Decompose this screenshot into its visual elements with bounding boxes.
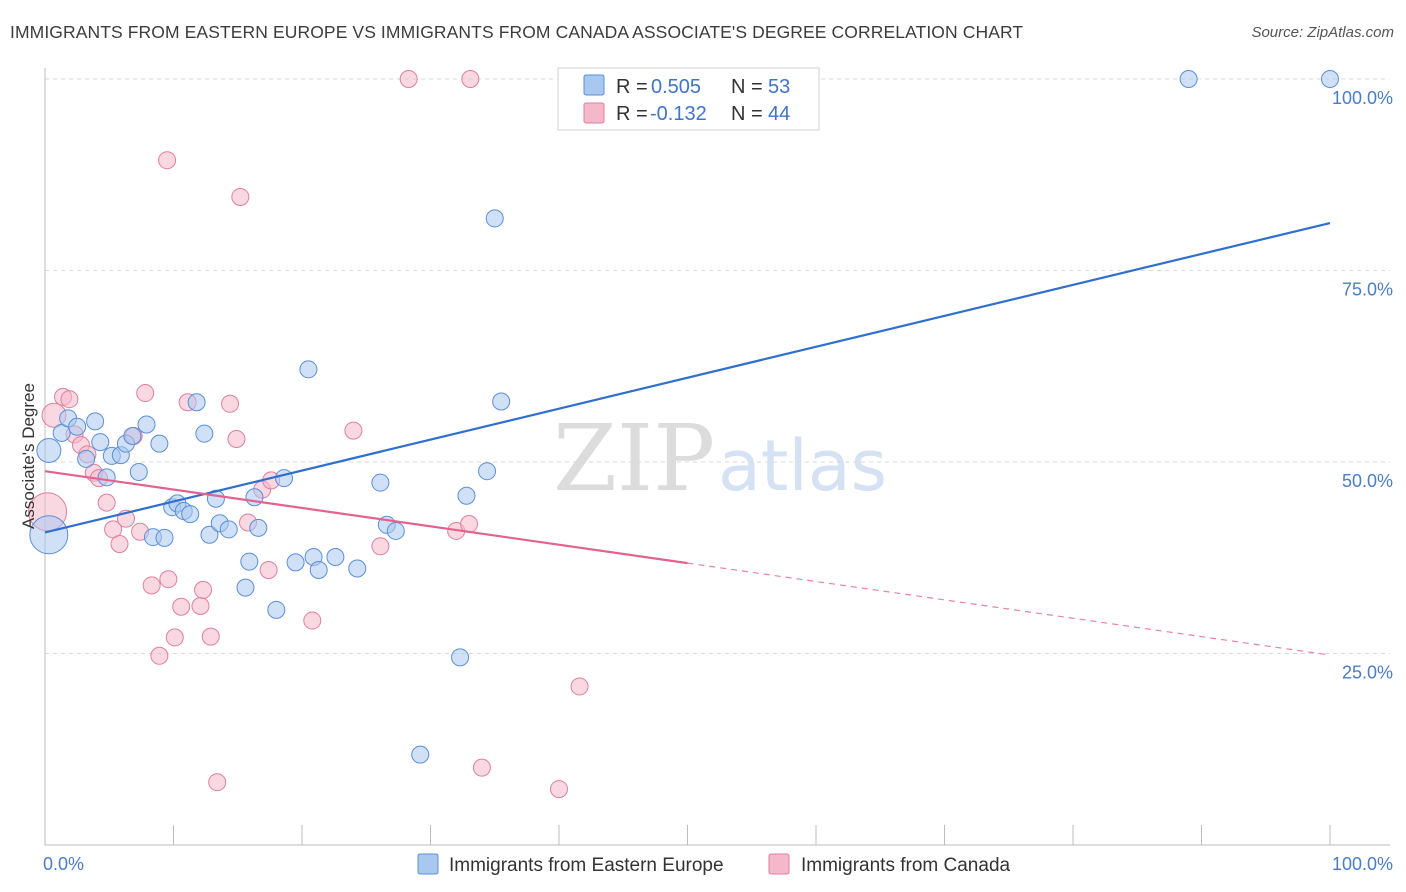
canada-point-20 bbox=[165, 628, 184, 647]
correlation-legend: R = 0.505 N = 53 R = -0.132 N = 44 bbox=[557, 67, 820, 131]
eastern-europe-point-13 bbox=[129, 462, 148, 481]
canada-point-34 bbox=[303, 611, 322, 630]
eastern-europe-point-17 bbox=[155, 528, 174, 547]
canada-point-23 bbox=[191, 597, 210, 616]
grid-lines bbox=[45, 78, 1390, 654]
eastern-europe-point-30 bbox=[245, 488, 264, 507]
eastern-europe-point-0 bbox=[29, 515, 69, 555]
canada-trend-line bbox=[44, 470, 688, 565]
eastern-europe-point-4 bbox=[68, 417, 87, 436]
legend-r-label-2: R = bbox=[616, 103, 648, 125]
series-legend-swatch-pink bbox=[768, 853, 790, 875]
eastern-europe-point-43 bbox=[411, 745, 430, 764]
eastern-europe-point-33 bbox=[267, 600, 286, 619]
canada-point-21 bbox=[172, 597, 191, 616]
eastern-europe-point-28 bbox=[236, 578, 255, 597]
legend-swatch-pink bbox=[583, 102, 605, 124]
legend-n-value-2: 44 bbox=[768, 103, 790, 125]
eastern-europe-point-44 bbox=[451, 648, 470, 667]
legend-r-value-2: -0.132 bbox=[650, 103, 707, 125]
x-tick-label-0: 0.0% bbox=[43, 854, 84, 874]
canada-point-40 bbox=[461, 70, 480, 88]
eastern-europe-point-32 bbox=[275, 469, 294, 488]
eastern-europe-point-40 bbox=[371, 473, 390, 492]
canada-point-27 bbox=[221, 394, 240, 413]
legend-r-label-1: R = bbox=[616, 76, 648, 98]
canada-point-28 bbox=[227, 430, 246, 449]
eastern-europe-point-45 bbox=[457, 486, 476, 505]
eastern-europe-point-16 bbox=[150, 434, 169, 453]
canada-point-42 bbox=[550, 780, 568, 799]
eastern-europe-point-1 bbox=[36, 438, 62, 464]
eastern-europe-point-37 bbox=[309, 561, 328, 580]
canada-point-15 bbox=[136, 384, 155, 403]
eastern-europe-point-46 bbox=[478, 462, 497, 481]
eastern-europe-point-6 bbox=[86, 412, 105, 431]
y-tick-labels: 25.0% 50.0% 75.0% 100.0% bbox=[1332, 88, 1393, 683]
eastern-europe-point-35 bbox=[299, 360, 318, 379]
eastern-europe-point-8 bbox=[97, 468, 116, 487]
canada-point-3 bbox=[60, 390, 79, 409]
canada-point-18 bbox=[158, 151, 177, 170]
eastern-europe-point-50 bbox=[1321, 70, 1339, 88]
legend-r-value-1: 0.505 bbox=[651, 76, 701, 98]
legend-swatch-blue bbox=[583, 74, 605, 96]
eastern-europe-point-5 bbox=[77, 449, 96, 468]
eastern-europe-point-48 bbox=[492, 392, 511, 411]
canada-point-41 bbox=[472, 758, 491, 777]
eastern-europe-point-38 bbox=[326, 547, 345, 566]
canada-point-43 bbox=[570, 677, 589, 696]
series-legend-label-pink: Immigrants from Canada bbox=[801, 855, 1011, 876]
series-legend: Immigrants from Eastern Europe Immigrant… bbox=[417, 853, 1011, 876]
canada-point-9 bbox=[97, 493, 116, 512]
legend-n-label-1: N = bbox=[731, 76, 763, 98]
eastern-europe-point-7 bbox=[91, 433, 110, 452]
x-tick-labels: 0.0% 100.0% bbox=[43, 854, 1393, 874]
canada-trend-line-extension bbox=[687, 562, 1331, 656]
eastern-europe-point-12 bbox=[123, 426, 142, 445]
canada-point-17 bbox=[150, 646, 169, 665]
series-legend-label-blue: Immigrants from Eastern Europe bbox=[449, 855, 724, 876]
eastern-europe-trend-line bbox=[44, 221, 1331, 534]
canada-point-11 bbox=[110, 534, 129, 553]
canada-point-36 bbox=[371, 537, 390, 556]
eastern-europe-point-24 bbox=[200, 525, 219, 544]
eastern-europe-point-31 bbox=[249, 518, 268, 537]
canada-point-16 bbox=[142, 576, 161, 595]
canada-point-29 bbox=[231, 187, 250, 206]
canada-point-24 bbox=[194, 580, 213, 599]
eastern-europe-point-23 bbox=[195, 424, 214, 443]
y-tick-label-3: 100.0% bbox=[1332, 88, 1393, 108]
trend-lines bbox=[44, 221, 1331, 656]
y-axis-title: Associate's Degree bbox=[19, 383, 38, 529]
canada-point-35 bbox=[344, 421, 363, 440]
eastern-europe-point-42 bbox=[386, 521, 405, 540]
y-tick-label-0: 25.0% bbox=[1342, 663, 1393, 683]
eastern-europe-point-14 bbox=[137, 415, 156, 434]
canada-point-26 bbox=[208, 773, 227, 792]
y-tick-label-1: 50.0% bbox=[1342, 471, 1393, 491]
canada-point-19 bbox=[159, 570, 178, 589]
canada-point-25 bbox=[201, 627, 220, 646]
eastern-europe-point-22 bbox=[187, 393, 206, 412]
y-tick-label-2: 75.0% bbox=[1342, 280, 1393, 300]
watermark-zip: ZIP bbox=[553, 405, 715, 512]
x-tick-label-1: 100.0% bbox=[1332, 854, 1393, 874]
eastern-europe-point-49 bbox=[1179, 70, 1198, 88]
canada-point-37 bbox=[399, 70, 418, 88]
source-credit: Source: ZipAtlas.com bbox=[1251, 24, 1394, 41]
eastern-europe-point-39 bbox=[348, 559, 367, 578]
eastern-europe-point-29 bbox=[240, 552, 259, 571]
series-legend-swatch-blue bbox=[417, 853, 439, 875]
eastern-europe-point-21 bbox=[181, 505, 200, 524]
eastern-europe-point-34 bbox=[286, 553, 305, 572]
watermark-atlas: atlas bbox=[718, 425, 887, 507]
chart-title: IMMIGRANTS FROM EASTERN EUROPE VS IMMIGR… bbox=[10, 22, 1024, 42]
eastern-europe-point-27 bbox=[219, 520, 238, 539]
legend-n-value-1: 53 bbox=[768, 76, 790, 98]
canada-point-32 bbox=[259, 561, 278, 580]
eastern-europe-point-47 bbox=[485, 209, 504, 228]
legend-n-label-2: N = bbox=[731, 103, 763, 125]
